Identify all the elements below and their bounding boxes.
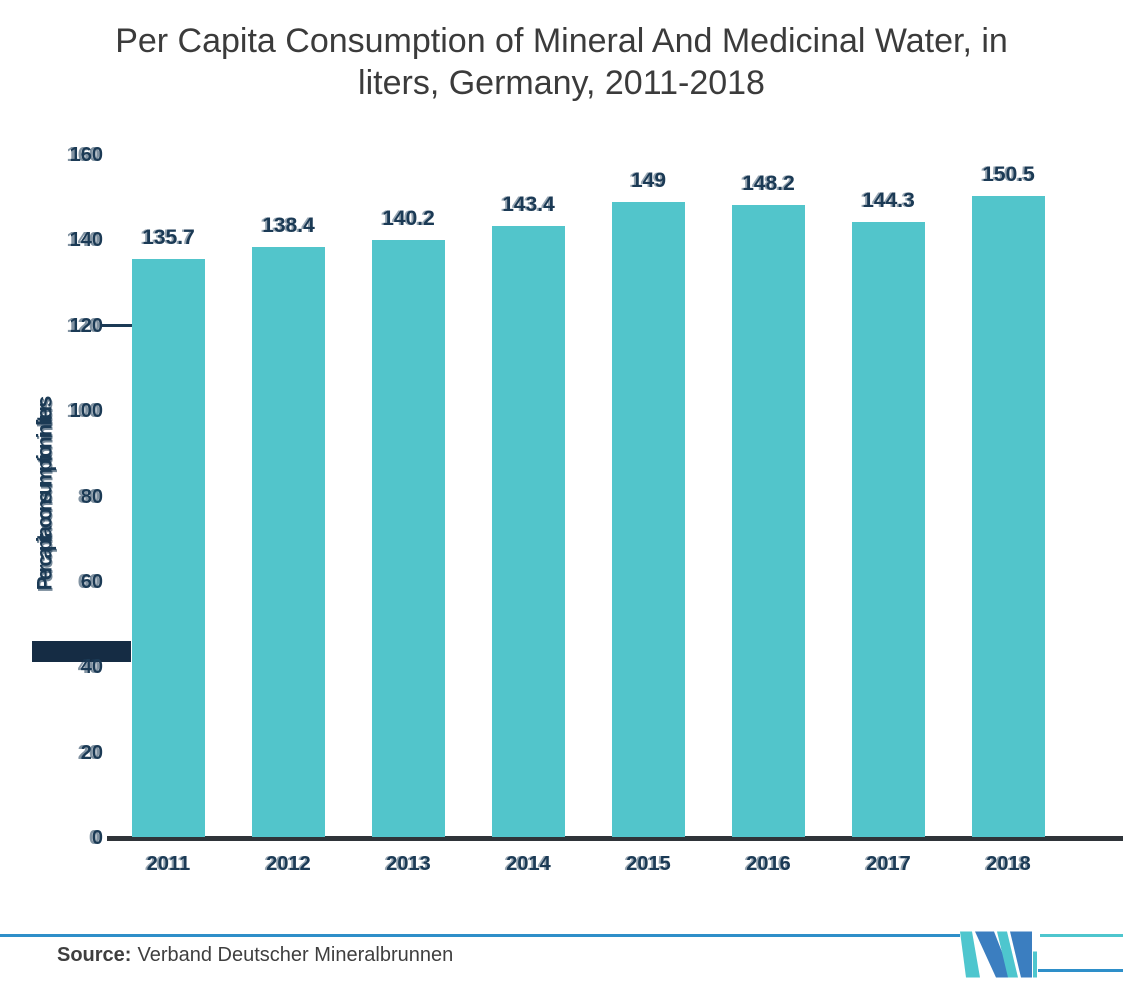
y-tick-label: 100: [69, 400, 103, 422]
chart-title-line2: liters, Germany, 2011-2018: [358, 64, 765, 102]
x-tick-label: 2012: [266, 853, 311, 875]
x-tick-label: 2016: [746, 853, 791, 875]
bar-2014: [492, 226, 565, 837]
bar-value-label: 144.3: [862, 189, 915, 212]
x-tick-label: 2013: [386, 853, 431, 875]
y-tick-label: 40: [80, 656, 103, 678]
logo-teal-band-2: [997, 931, 1018, 978]
x-axis-baseline: [107, 836, 1123, 841]
source-attribution: Source: Verband Deutscher Mineralbrunnen: [57, 944, 453, 967]
footer-divider-line: [0, 934, 962, 937]
source-text: Verband Deutscher Mineralbrunnen: [137, 944, 454, 966]
x-tick-label: 2014: [506, 853, 551, 875]
logo-blue-band-1: [975, 931, 1012, 978]
x-tick-label: 2017: [866, 853, 911, 875]
bar-2017: [852, 222, 925, 837]
y-tick-label: 160: [69, 144, 103, 166]
bar-value-label: 135.7: [142, 226, 195, 249]
y-tick-label: 20: [80, 742, 103, 764]
y-tick-label: 60: [80, 571, 103, 593]
x-tick-label: 2011: [146, 853, 191, 875]
bar-value-label: 138.4: [262, 214, 315, 237]
bar-2016: [732, 205, 805, 837]
y-tick-label: 140: [69, 229, 103, 251]
mordor-intelligence-logo: [960, 931, 1038, 978]
x-tick-label: 2018: [986, 853, 1031, 875]
axis-label-artifact: [32, 641, 131, 662]
bar-value-label: 143.4: [502, 193, 555, 216]
y-tick-label: 120: [69, 315, 103, 337]
bar-2011: [132, 259, 205, 837]
logo-teal-sliver: [1033, 951, 1037, 978]
bar-value-label: 149: [630, 169, 667, 192]
logo-teal-band-1: [960, 931, 980, 978]
bar-2013: [372, 240, 445, 837]
bar-value-label: 150.5: [982, 163, 1035, 186]
bar-value-label: 148.2: [742, 172, 795, 195]
chart-title-line1: Per Capita Consumption of Mineral And Me…: [115, 22, 1008, 60]
x-tick-label: 2015: [626, 853, 671, 875]
bar-2015: [612, 202, 685, 837]
bar-2012: [252, 247, 325, 837]
bar-value-label: 140.2: [382, 207, 435, 230]
chart-title: Per Capita Consumption of Mineral And Me…: [0, 20, 1123, 104]
source-label: Source:: [57, 944, 132, 966]
logo-m-mark: [960, 931, 1037, 978]
y-tick-label: 80: [80, 486, 103, 508]
footer-divider-teal-segment: [1040, 934, 1123, 937]
gridline-fragment: [101, 324, 132, 327]
footer-divider-blue-segment: [1034, 969, 1123, 972]
logo-blue-band-2: [1010, 931, 1032, 978]
y-tick-label: 0: [91, 827, 103, 849]
bar-2018: [972, 196, 1045, 837]
